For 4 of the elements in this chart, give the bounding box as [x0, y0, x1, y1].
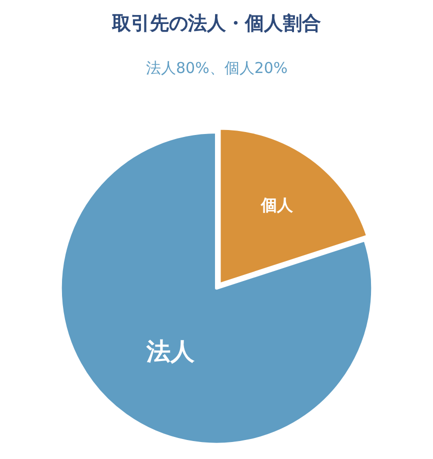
chart-title: 取引先の法人・個人割合: [111, 12, 321, 34]
slice-label: 法人: [146, 337, 196, 366]
slice-label: 個人: [260, 195, 294, 214]
chart-subtitle: 法人80%、個人20%: [146, 59, 288, 77]
